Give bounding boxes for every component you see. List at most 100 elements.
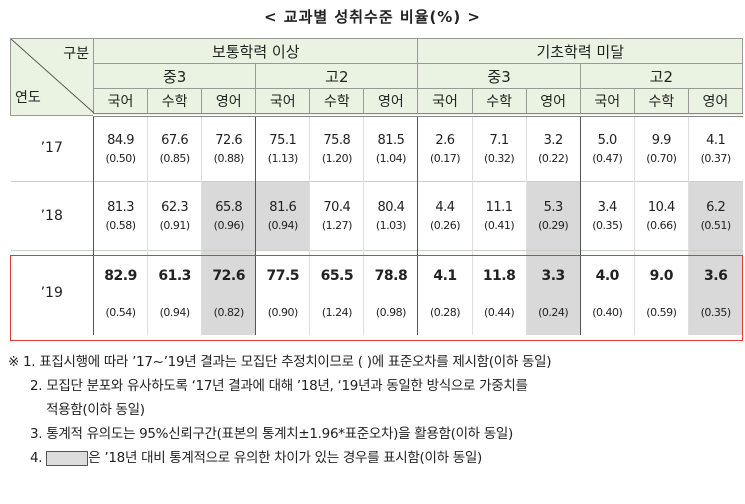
standard-error: (0.58) (105, 219, 137, 232)
percent-value: 72.6 (212, 267, 245, 284)
value-cell: 9.0 (0.59) (633, 250, 689, 335)
standard-error: (0.90) (267, 305, 299, 319)
shade-swatch (46, 450, 89, 466)
standard-error: (1.03) (375, 219, 407, 232)
percent-value: 4.0 (595, 267, 620, 284)
percent-value: 70.4 (323, 200, 351, 215)
value-cell: 11.1 (0.41) (471, 181, 527, 251)
note-3: 3. 통계적 유의도는 95%신뢰구간(표본의 통계치±1.96*표준오차)을 … (30, 426, 514, 442)
subject-header: 국어 (417, 88, 473, 117)
value-cell: 81.6 (0.94) (255, 181, 310, 251)
percent-value: 65.5 (320, 267, 354, 284)
value-cell: 2.6 (0.17) (417, 114, 473, 182)
standard-error: (0.85) (159, 152, 191, 165)
percent-value: 81.3 (107, 200, 135, 215)
value-cell: 4.1 (0.37) (687, 114, 743, 182)
table-title: < 교과별 성취수준 비율(%) > (264, 8, 481, 26)
table-row: ’17 84.9 (0.50) 67.6 (0.85) 72.6 (0.88) 75.1 (1.… (10, 114, 743, 182)
subject-header: 수학 (309, 88, 365, 117)
standard-error: (1.04) (375, 152, 407, 165)
value-cell: 4.0 (0.40) (579, 250, 635, 335)
value-cell: 7.1 (0.32) (471, 114, 527, 182)
percent-value: 77.5 (266, 267, 300, 284)
standard-error: (0.82) (213, 305, 245, 319)
note-mark: ※ (8, 354, 20, 370)
percent-value: 7.1 (489, 133, 509, 148)
subject-header: 영어 (687, 88, 744, 117)
value-cell: 11.8 (0.44) (471, 250, 527, 335)
percent-value: 4.1 (706, 133, 726, 148)
note-4-number: 4. (30, 450, 43, 466)
percent-value: 5.3 (543, 200, 564, 215)
standard-error: (0.24) (538, 305, 569, 319)
value-cell: 65.8 (0.96) (201, 181, 256, 251)
standard-error: (0.96) (213, 219, 245, 232)
standard-error: (0.50) (105, 152, 137, 165)
standard-error: (0.51) (700, 219, 732, 232)
value-cell: 81.5 (1.04) (363, 114, 418, 182)
standard-error: (0.37) (700, 152, 732, 165)
standard-error: (0.35) (592, 219, 623, 232)
standard-error: (0.88) (213, 152, 245, 165)
percent-value: 81.5 (377, 133, 405, 148)
standard-error: (1.24) (321, 305, 353, 319)
percent-value: 80.4 (377, 200, 405, 215)
note-2: 2. 모집단 분포와 유사하도록 ‘17년 결과에 대해 ’18년, ‘19년과… (30, 378, 528, 394)
value-cell: 9.9 (0.70) (633, 114, 689, 182)
standard-error: (0.91) (159, 219, 191, 232)
value-cell: 84.9 (0.50) (92, 114, 148, 182)
percent-value: 11.1 (485, 200, 513, 215)
group-header: 기초학력 미달 (417, 38, 743, 64)
percent-value: 3.2 (543, 133, 564, 148)
percent-value: 75.1 (269, 133, 297, 148)
percent-value: 5.0 (597, 133, 618, 148)
subject-header: 국어 (579, 88, 635, 117)
group-header: 보통학력 이상 (92, 38, 419, 64)
grade-header: 고2 (579, 63, 744, 89)
standard-error: (0.35) (700, 305, 732, 319)
value-cell: 3.4 (0.35) (579, 181, 635, 251)
standard-error: (0.44) (484, 305, 515, 319)
value-cell: 81.3 (0.58) (92, 181, 148, 251)
percent-value: 65.8 (215, 200, 243, 215)
grade-header: 중3 (92, 63, 257, 89)
value-cell: 4.4 (0.26) (417, 181, 473, 251)
standard-error: (0.26) (429, 219, 461, 232)
year-cell: ’19 (10, 250, 94, 335)
standard-error: (0.47) (592, 152, 623, 165)
percent-value: 3.6 (704, 267, 728, 284)
percent-value: 81.6 (269, 200, 297, 215)
value-cell: 4.1 (0.28) (417, 250, 473, 335)
standard-error: (0.41) (484, 219, 515, 232)
year-label: 연도 (15, 89, 41, 106)
value-cell: 65.5 (1.24) (309, 250, 364, 335)
percent-value: 9.0 (649, 267, 674, 284)
standard-error: (0.70) (646, 152, 677, 165)
grade-header: 고2 (255, 63, 419, 89)
subject-header: 수학 (633, 88, 689, 117)
value-cell: 3.2 (0.22) (525, 114, 581, 182)
value-cell: 75.8 (1.20) (309, 114, 364, 182)
value-cell: 72.6 (0.88) (201, 114, 256, 182)
table-row: ’19 82.9 (0.54) 61.3 (0.94) 72.6 (0.82) 77.5 (0.… (10, 250, 743, 335)
table-row: ’18 81.3 (0.58) 62.3 (0.91) 65.8 (0.96) 81.6 (0.… (10, 181, 743, 251)
standard-error: (1.27) (321, 219, 353, 232)
percent-value: 82.9 (104, 267, 137, 284)
standard-error: (1.13) (267, 152, 299, 165)
standard-error: (0.94) (159, 305, 191, 319)
value-cell: 5.0 (0.47) (579, 114, 635, 182)
standard-error: (0.17) (429, 152, 461, 165)
percent-value: 10.4 (647, 200, 675, 215)
value-cell: 70.4 (1.27) (309, 181, 364, 251)
standard-error: (0.22) (538, 152, 569, 165)
subject-header: 국어 (92, 88, 149, 117)
value-cell: 72.6 (0.82) (201, 250, 256, 335)
value-cell: 10.4 (0.66) (633, 181, 689, 251)
percent-value: 4.4 (435, 200, 455, 215)
note-2-cont: 적용함(이하 동일) (46, 402, 145, 418)
value-cell: 80.4 (1.03) (363, 181, 418, 251)
standard-error: (1.20) (321, 152, 353, 165)
percent-value: 4.1 (433, 267, 457, 284)
corner-header: 구분 연도 (10, 38, 94, 116)
percent-value: 75.8 (323, 133, 351, 148)
